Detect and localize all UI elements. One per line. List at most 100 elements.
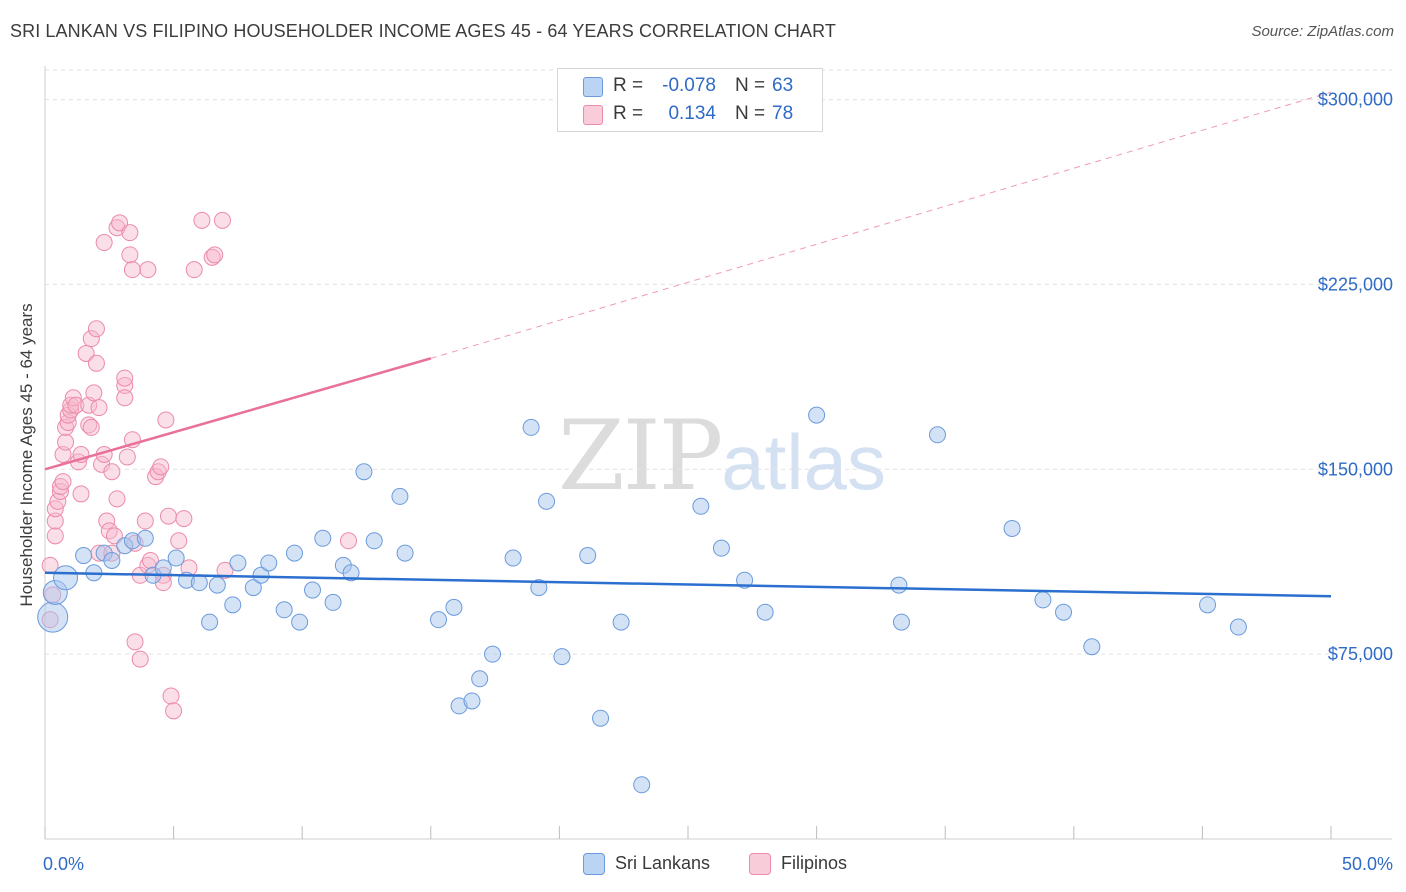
- sri-lankans-point: [365, 532, 383, 550]
- sri-lankans-point: [504, 549, 522, 567]
- sri-lankans-point: [892, 613, 910, 631]
- filipinos-point: [111, 214, 129, 232]
- filipinos-point: [206, 246, 224, 264]
- filipinos-point: [82, 418, 100, 436]
- filipinos-point: [57, 433, 75, 451]
- n-value: 78: [772, 103, 794, 124]
- r-label: R =: [613, 103, 644, 124]
- filipinos-point: [85, 384, 103, 402]
- filipinos-point: [77, 344, 95, 362]
- sri-lankans-point: [167, 549, 185, 567]
- sri-lankans-point: [37, 601, 69, 633]
- filipinos-point: [108, 219, 126, 237]
- y-tick-label: $300,000: [1318, 90, 1393, 110]
- filipinos-point: [103, 463, 121, 481]
- sri-lankans-point: [633, 776, 651, 794]
- legend-label: Filipinos: [781, 853, 848, 873]
- sri-lankans-point: [1229, 618, 1247, 636]
- sri-lankans-point: [890, 576, 908, 594]
- sri-lankans-point: [808, 406, 826, 424]
- tick-labels: $75,000 $150,000 $225,000 $300,000 0.0% 50.0%: [43, 90, 1393, 874]
- filipinos-point: [51, 478, 69, 496]
- filipinos-point: [157, 411, 175, 429]
- filipinos-point: [121, 246, 139, 264]
- sri-lankans-point: [1083, 638, 1101, 656]
- filipinos-point: [118, 448, 136, 466]
- sri-lankans-point: [756, 603, 774, 621]
- filipinos-point: [51, 482, 69, 500]
- filipinos-point: [72, 485, 90, 503]
- sri-lankans-point: [1199, 596, 1217, 614]
- stats-row-filipinos: R = 0.134 N = 78: [558, 100, 822, 128]
- filipinos-point: [152, 458, 170, 476]
- sri-lankans-point: [229, 554, 247, 572]
- sri-lankans-point: [612, 613, 630, 631]
- sri-lankans-point: [463, 692, 481, 710]
- sri-lankans-point: [430, 611, 448, 629]
- filipinos-points: [41, 211, 357, 720]
- filipinos-point: [170, 532, 188, 550]
- filipinos-point: [216, 561, 234, 579]
- filipinos-point: [159, 507, 177, 525]
- filipinos-point: [131, 650, 149, 668]
- sri-lankans-point: [342, 564, 360, 582]
- filipinos-point: [46, 527, 64, 545]
- sri-lankans-point: [324, 593, 342, 611]
- filipinos-point: [213, 211, 231, 229]
- x-tick-label: 50.0%: [1342, 854, 1393, 874]
- filipinos-point: [121, 224, 139, 242]
- sri-lankans-point: [1003, 519, 1021, 537]
- filipinos-point: [116, 376, 134, 394]
- sri-lankans-point: [252, 566, 270, 584]
- filipinos-point: [126, 633, 144, 651]
- sri-lankans-point: [355, 463, 373, 481]
- filipinos-point: [95, 234, 113, 252]
- grid-lines: [45, 69, 1392, 655]
- sri-lankans-point: [53, 565, 79, 591]
- filipinos-trend-line: [44, 357, 432, 471]
- sri-lankans-point: [445, 598, 463, 616]
- filipinos-point: [165, 702, 183, 720]
- sri-lankans-point: [391, 487, 409, 505]
- sri-lankans-point: [201, 613, 219, 631]
- n-label: N =: [735, 103, 766, 124]
- filipinos-point: [87, 354, 105, 372]
- filipinos-point: [67, 396, 85, 414]
- filipinos-point: [82, 330, 100, 348]
- regression-lines: [430, 91, 1332, 359]
- x-tick-label: 0.0%: [43, 854, 84, 874]
- filipinos-point: [98, 512, 116, 530]
- r-value: 0.134: [668, 103, 716, 124]
- sri-lankans-point: [285, 544, 303, 562]
- n-label: N =: [735, 75, 766, 96]
- legend-swatch-pink: [749, 853, 771, 875]
- sri-lankans-point: [103, 551, 121, 569]
- sri-lankans-point: [928, 426, 946, 444]
- sri-lankans-point: [244, 579, 262, 597]
- filipinos-point: [90, 399, 108, 417]
- sri-lankans-point: [553, 648, 571, 666]
- sri-lankans-point: [396, 544, 414, 562]
- sri-lankans-point: [75, 547, 93, 565]
- filipinos-point: [193, 211, 211, 229]
- filipinos-point: [80, 416, 98, 434]
- filipinos-point: [46, 512, 64, 530]
- y-tick-label: $225,000: [1318, 274, 1393, 294]
- sri-lankans-point: [592, 709, 610, 727]
- sri-lankans-point: [530, 579, 548, 597]
- r-label: R =: [613, 75, 644, 96]
- filipinos-point: [100, 522, 118, 540]
- blue-swatch: [583, 77, 603, 97]
- axes: [44, 66, 1392, 840]
- r-value: -0.078: [662, 75, 716, 96]
- filipinos-point: [123, 261, 141, 279]
- sri-lankans-point: [471, 670, 489, 688]
- filipinos-point: [339, 532, 357, 550]
- sri-lankans-point: [314, 529, 332, 547]
- stats-box: R = -0.078 N = 63 R = 0.134 N = 78: [557, 68, 823, 132]
- filipinos-point: [185, 261, 203, 279]
- source-credit: Source: ZipAtlas.com: [1251, 23, 1394, 40]
- legend-label: Sri Lankans: [615, 853, 711, 873]
- filipinos-point: [147, 468, 165, 486]
- sri-lankans-point: [692, 497, 710, 515]
